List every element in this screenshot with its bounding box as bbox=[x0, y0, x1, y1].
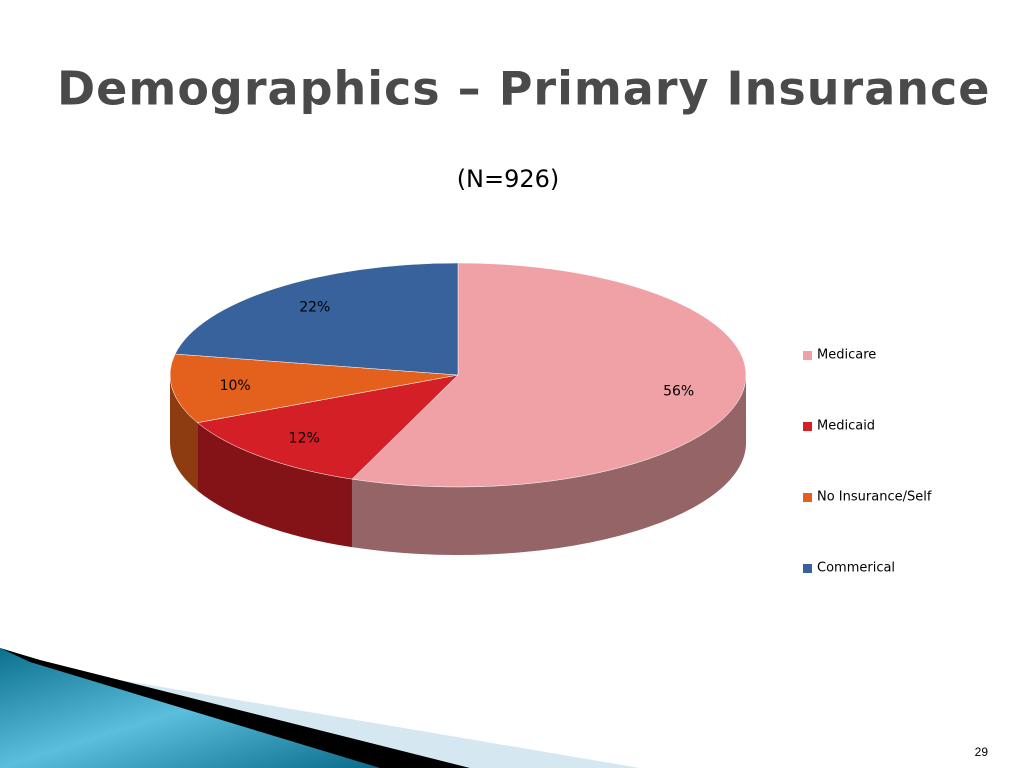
slice bbox=[351, 262, 747, 488]
slice-side bbox=[170, 375, 198, 491]
slide-number: 29 bbox=[975, 745, 989, 759]
legend-label: No Insurance/Self bbox=[817, 490, 932, 505]
slice-side bbox=[197, 422, 352, 548]
legend-swatch bbox=[803, 564, 812, 573]
legend-label: Commerical bbox=[817, 561, 895, 576]
slice bbox=[169, 353, 459, 423]
data-label: 22% bbox=[299, 300, 330, 316]
slice-side bbox=[351, 375, 746, 555]
data-label: 12% bbox=[289, 431, 320, 447]
slice bbox=[196, 374, 459, 480]
legend-swatch bbox=[803, 493, 812, 502]
decor-swoosh bbox=[0, 648, 380, 768]
data-label: 10% bbox=[220, 378, 251, 394]
legend-label: Medicaid bbox=[817, 419, 875, 434]
slide-title: Demographics – Primary Insurance bbox=[57, 62, 990, 116]
legend: Medicare Medicaid No Insurance/Self Commeri… bbox=[803, 348, 932, 576]
slice bbox=[174, 262, 459, 376]
subtitle: (N=926) bbox=[457, 165, 560, 193]
legend-swatch bbox=[803, 422, 812, 431]
legend-label: Medicare bbox=[817, 348, 876, 363]
legend-swatch bbox=[803, 351, 812, 360]
data-label: 56% bbox=[663, 383, 694, 399]
pie-chart: 56% 12% 10% 22% bbox=[169, 262, 747, 555]
